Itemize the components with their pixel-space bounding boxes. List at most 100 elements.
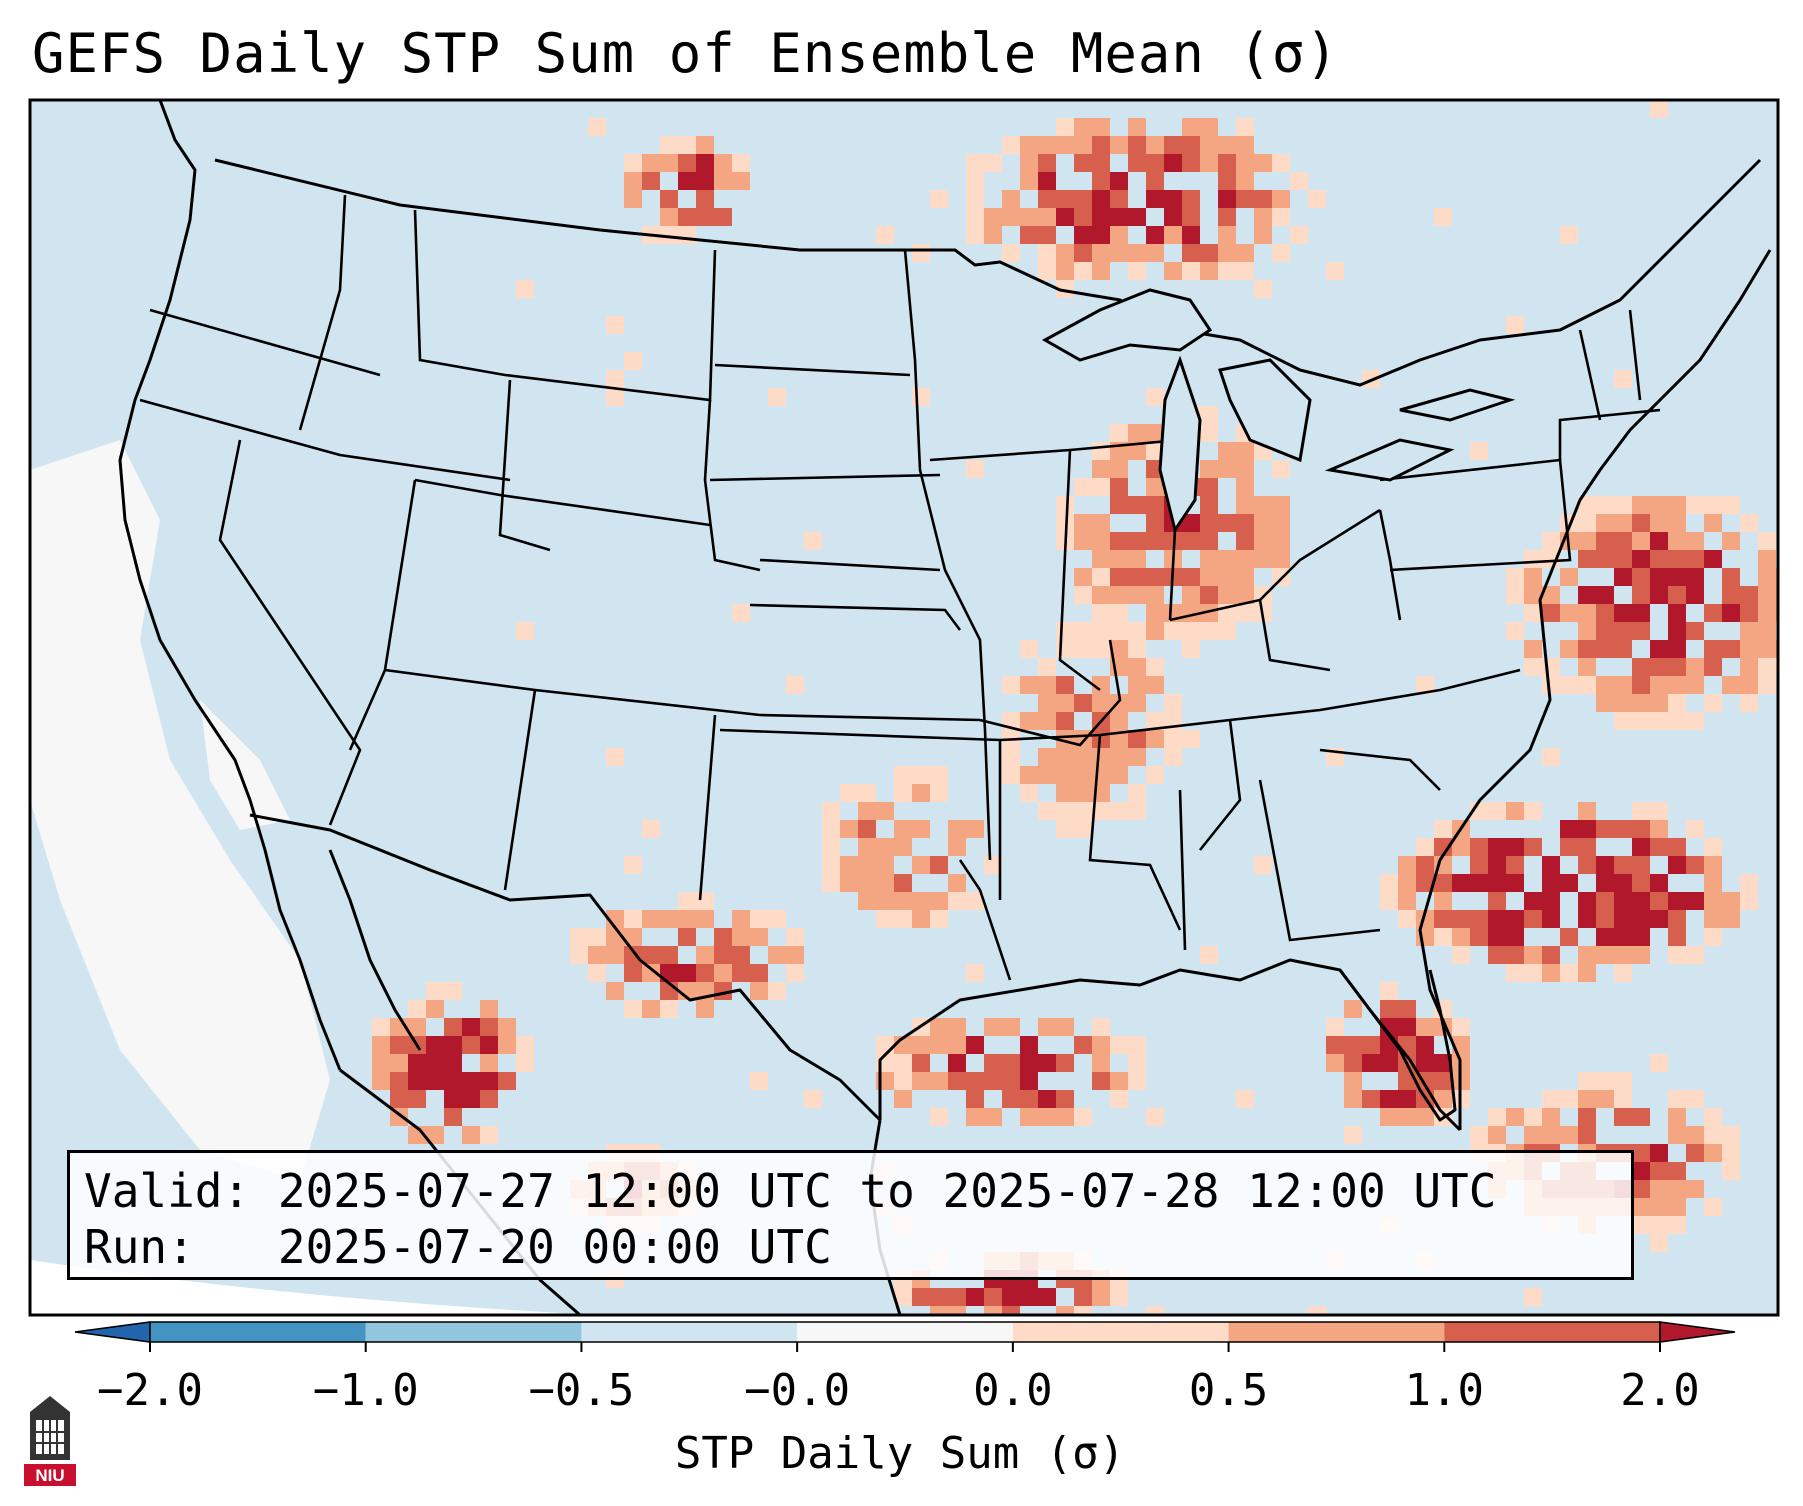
stp-grid-cell [1002,1288,1020,1306]
stp-grid-cell [1182,118,1200,136]
stp-grid-cell [1434,1090,1452,1108]
stp-grid-cell [894,784,912,802]
stp-grid-cell [1038,802,1056,820]
stp-grid-cell [1002,1072,1020,1090]
stp-grid-cell [1632,1144,1650,1162]
stp-grid-cell [1092,442,1110,460]
stp-grid-cell [1056,244,1074,262]
stp-grid-cell [1128,532,1146,550]
stp-grid-cell [1542,1090,1560,1108]
stp-grid-cell [894,874,912,892]
stp-grid-cell [876,802,894,820]
stp-grid-cell [1434,838,1452,856]
stp-grid-cell [912,1072,930,1090]
stp-grid-cell [1200,550,1218,568]
stp-grid-cell [1236,118,1254,136]
stp-grid-cell [1128,586,1146,604]
coastline-east [1418,249,1772,1130]
stp-grid-cell [1470,856,1488,874]
stp-grid-cell [1524,964,1542,982]
stp-grid-cell [1614,712,1632,730]
stp-grid-cell [1038,262,1056,280]
stp-grid-cell [498,1018,516,1036]
stp-grid-cell [624,856,642,874]
stp-grid-cell [1236,172,1254,190]
stp-grid-cell [1632,694,1650,712]
stp-grid-cell [606,748,624,766]
stp-grid-cell [1272,514,1290,532]
colorbar [74,1321,1736,1352]
stp-grid-cell [1488,946,1506,964]
stp-grid-cell [462,1018,480,1036]
stp-grid-cell [1092,1288,1110,1306]
stp-grid-cell [1632,712,1650,730]
stp-grid-cell [1128,244,1146,262]
stp-grid-cell [822,874,840,892]
stp-grid-cell [408,1000,426,1018]
stp-grid-cell [1398,874,1416,892]
stp-grid-cell [1632,586,1650,604]
stp-grid-cell [1596,622,1614,640]
stp-grid-cell [1092,1072,1110,1090]
stp-grid-cell [1110,460,1128,478]
stp-grid-cell [1218,172,1236,190]
stp-grid-cell [408,1072,426,1090]
stp-grid-cell [1578,514,1596,532]
stp-grid-cell [1146,244,1164,262]
stp-grid-cell [1146,712,1164,730]
stp-grid-cell [1524,910,1542,928]
stp-grid-cell [1506,964,1524,982]
stp-grid-cell [1632,1162,1650,1180]
stp-grid-cell [1668,892,1686,910]
stp-grid-cell [1452,946,1470,964]
stp-grid-cell [1668,1162,1686,1180]
coastline-west [118,100,342,1071]
stp-grid-cell [1488,928,1506,946]
stp-grid-cell [948,874,966,892]
stp-grid-cell [1488,802,1506,820]
stp-grid-cell [408,1090,426,1108]
stp-grid-cell [1632,514,1650,532]
stp-grid-cell [1110,640,1128,658]
stp-grid-cell [1272,532,1290,550]
stp-grid-cells [372,100,1778,1315]
stp-grid-cell [1542,910,1560,928]
stp-grid-cell [1542,586,1560,604]
stp-grid-cell [894,838,912,856]
stp-grid-cell [948,1054,966,1072]
colorbar-tick-label: −1.0 [312,1365,419,1416]
stp-grid-cell [480,1054,498,1072]
stp-grid-cell [1560,820,1578,838]
stp-grid-cell [1452,874,1470,892]
stp-grid-cell [876,910,894,928]
stp-grid-cell [1650,1162,1668,1180]
stp-grid-cell [1614,910,1632,928]
stp-grid-cell [1578,838,1596,856]
stp-grid-cell [1092,1018,1110,1036]
stp-grid-cell [1686,1180,1704,1198]
stp-grid-cell [1272,550,1290,568]
stp-grid-cell [678,226,696,244]
stp-grid-cell [912,244,930,262]
stp-grid-cell [858,802,876,820]
stp-grid-cell [642,946,660,964]
stp-grid-cell [462,1090,480,1108]
stp-grid-cell [732,154,750,172]
stp-grid-cell [1578,856,1596,874]
stp-grid-cell [1254,550,1272,568]
stp-grid-cell [1254,856,1272,874]
stp-grid-cell [858,838,876,856]
stp-grid-cell [1668,1126,1686,1144]
stp-grid-cell [1596,946,1614,964]
stp-grid-cell [912,388,930,406]
stp-grid-cell [1560,964,1578,982]
stp-grid-cell [1056,190,1074,208]
stp-grid-cell [444,1108,462,1126]
stp-grid-cell [1578,586,1596,604]
stp-grid-cell [984,856,1002,874]
stp-grid-cell [1488,1126,1506,1144]
stp-grid-cell [1110,190,1128,208]
stp-grid-cell [1092,802,1110,820]
stp-grid-cell [1092,172,1110,190]
